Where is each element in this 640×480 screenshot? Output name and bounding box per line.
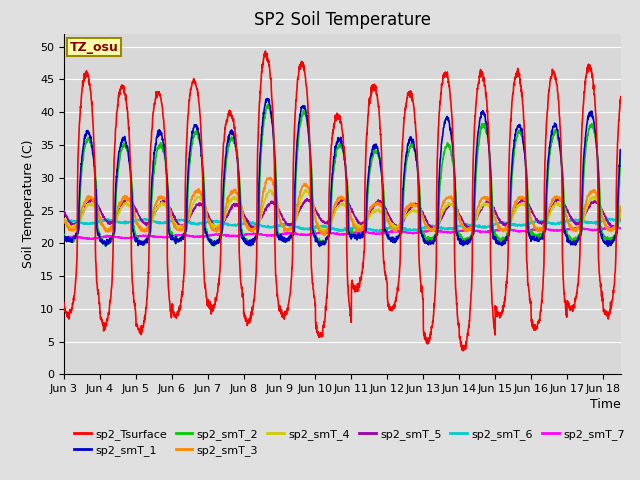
- sp2_smT_3: [426, 228, 434, 233]
- sp2_smT_2: [617, 155, 625, 161]
- sp2_smT_7: [346, 230, 354, 236]
- sp2_smT_7: [93, 235, 100, 240]
- sp2_smT_6: [598, 219, 605, 225]
- sp2_smT_5: [598, 207, 605, 213]
- Line: sp2_smT_1: sp2_smT_1: [64, 98, 621, 246]
- sp2_smT_5: [532, 217, 540, 223]
- sp2_smT_1: [316, 243, 323, 249]
- Legend: sp2_Tsurface, sp2_smT_1, sp2_smT_2, sp2_smT_3, sp2_smT_4, sp2_smT_5, sp2_smT_6, : sp2_Tsurface, sp2_smT_1, sp2_smT_2, sp2_…: [70, 424, 629, 460]
- sp2_smT_1: [532, 237, 540, 242]
- sp2_smT_5: [124, 195, 132, 201]
- sp2_smT_1: [410, 139, 417, 145]
- Line: sp2_Tsurface: sp2_Tsurface: [64, 51, 621, 351]
- sp2_smT_1: [346, 234, 354, 240]
- Line: sp2_smT_2: sp2_smT_2: [64, 104, 621, 246]
- sp2_smT_7: [60, 235, 68, 241]
- sp2_smT_6: [532, 218, 540, 224]
- sp2_smT_4: [410, 207, 417, 213]
- sp2_smT_2: [60, 232, 68, 238]
- sp2_smT_1: [60, 233, 68, 239]
- Title: SP2 Soil Temperature: SP2 Soil Temperature: [254, 11, 431, 29]
- sp2_smT_1: [264, 96, 271, 101]
- Line: sp2_smT_3: sp2_smT_3: [64, 177, 621, 235]
- sp2_smT_3: [346, 209, 354, 215]
- sp2_smT_1: [617, 147, 625, 153]
- sp2_smT_4: [302, 187, 310, 192]
- sp2_smT_2: [346, 230, 354, 236]
- sp2_smT_1: [93, 225, 100, 231]
- sp2_smT_1: [598, 235, 605, 241]
- sp2_smT_2: [598, 227, 605, 233]
- Text: TZ_osu: TZ_osu: [70, 41, 118, 54]
- sp2_smT_7: [598, 227, 605, 232]
- Line: sp2_smT_4: sp2_smT_4: [64, 190, 621, 232]
- sp2_smT_5: [214, 226, 222, 232]
- sp2_Tsurface: [409, 98, 417, 104]
- sp2_smT_2: [410, 144, 417, 149]
- sp2_smT_3: [93, 203, 100, 209]
- sp2_smT_3: [266, 174, 274, 180]
- sp2_smT_3: [60, 216, 68, 222]
- sp2_smT_5: [410, 202, 417, 207]
- sp2_smT_7: [610, 224, 618, 230]
- sp2_smT_4: [346, 211, 354, 217]
- Line: sp2_smT_5: sp2_smT_5: [64, 198, 621, 229]
- Text: Time: Time: [590, 398, 621, 411]
- sp2_smT_4: [532, 225, 540, 231]
- sp2_smT_6: [374, 229, 382, 235]
- sp2_Tsurface: [93, 278, 100, 284]
- sp2_smT_7: [426, 228, 434, 234]
- sp2_smT_1: [426, 238, 434, 244]
- sp2_smT_3: [410, 202, 417, 208]
- sp2_Tsurface: [532, 327, 540, 333]
- sp2_smT_4: [426, 228, 434, 233]
- sp2_smT_6: [617, 219, 625, 225]
- sp2_smT_6: [426, 224, 434, 229]
- sp2_smT_3: [598, 212, 605, 218]
- sp2_smT_4: [60, 216, 68, 221]
- Line: sp2_smT_6: sp2_smT_6: [64, 218, 621, 232]
- sp2_smT_5: [346, 204, 354, 210]
- sp2_smT_7: [87, 236, 95, 242]
- sp2_Tsurface: [617, 94, 625, 100]
- sp2_Tsurface: [598, 288, 605, 294]
- sp2_smT_2: [264, 101, 271, 107]
- sp2_Tsurface: [262, 48, 269, 54]
- sp2_Tsurface: [426, 332, 434, 337]
- sp2_smT_6: [604, 216, 611, 221]
- sp2_smT_2: [316, 243, 323, 249]
- sp2_Tsurface: [60, 300, 68, 306]
- sp2_smT_5: [93, 201, 100, 207]
- sp2_smT_5: [60, 208, 68, 214]
- sp2_smT_3: [321, 232, 329, 238]
- sp2_smT_5: [617, 214, 625, 220]
- sp2_smT_6: [346, 226, 353, 231]
- sp2_smT_4: [598, 212, 605, 217]
- sp2_smT_3: [532, 226, 540, 231]
- sp2_smT_2: [93, 194, 100, 200]
- sp2_smT_7: [617, 225, 625, 231]
- sp2_smT_6: [93, 219, 100, 225]
- sp2_smT_2: [532, 232, 540, 238]
- Line: sp2_smT_7: sp2_smT_7: [64, 227, 621, 239]
- sp2_smT_2: [426, 237, 434, 243]
- sp2_smT_7: [409, 231, 417, 237]
- sp2_smT_4: [617, 213, 625, 218]
- sp2_smT_4: [106, 229, 113, 235]
- sp2_smT_7: [532, 226, 540, 232]
- Y-axis label: Soil Temperature (C): Soil Temperature (C): [22, 140, 35, 268]
- sp2_Tsurface: [346, 306, 354, 312]
- sp2_smT_4: [93, 208, 100, 214]
- sp2_smT_6: [60, 219, 68, 225]
- sp2_smT_6: [409, 227, 417, 232]
- sp2_smT_5: [426, 224, 434, 229]
- sp2_Tsurface: [460, 348, 467, 354]
- sp2_smT_3: [617, 204, 625, 209]
